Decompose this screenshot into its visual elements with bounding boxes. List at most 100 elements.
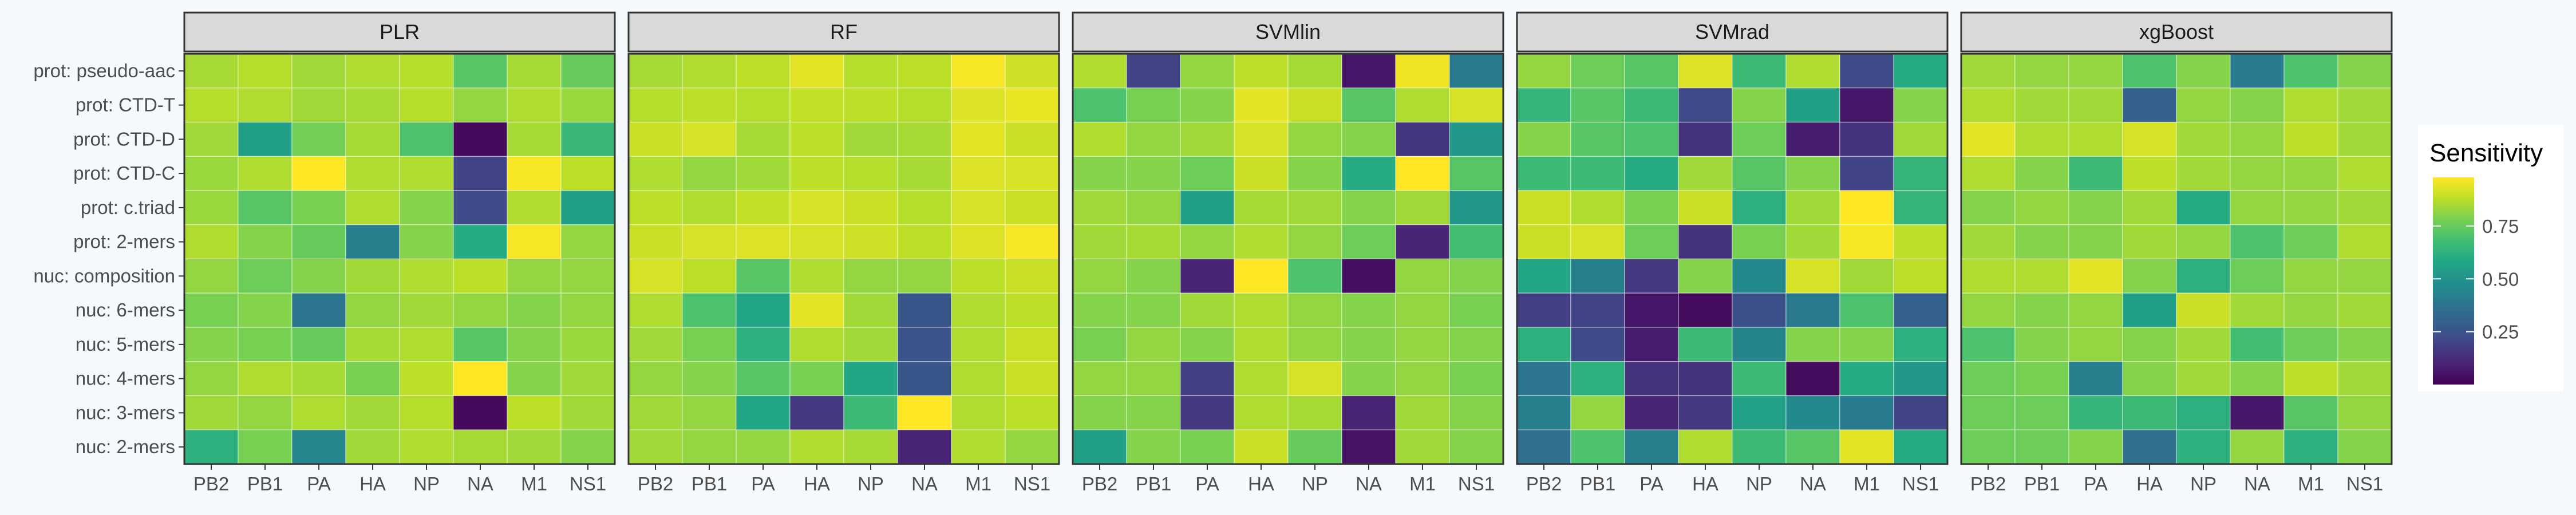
heatmap-cell-rf-r1-c3 <box>789 88 844 123</box>
heatmap-cell-plr-r8-c7 <box>560 327 615 362</box>
heatmap-cell-svmlin-r8-c2 <box>1180 327 1235 362</box>
x-tick-label: NP <box>1302 473 1328 494</box>
heatmap-cell-plr-r10-c4 <box>399 395 454 430</box>
heatmap-cell-xgboost-r0-c3 <box>2122 53 2177 89</box>
heatmap-cell-svmrad-r11-c0 <box>1516 429 1571 465</box>
heatmap-cell-svmrad-r0-c3 <box>1678 53 1733 89</box>
facet-label-plr: PLR <box>380 20 420 43</box>
heatmap-cell-rf-r4-c0 <box>628 190 683 225</box>
heatmap-cell-rf-r10-c0 <box>628 395 683 430</box>
heatmap-cell-rf-r6-c2 <box>736 258 791 294</box>
heatmap-cell-rf-r5-c6 <box>951 224 1006 260</box>
heatmap-cell-svmrad-r10-c6 <box>1839 395 1894 430</box>
heatmap-cell-xgboost-r10-c1 <box>2014 395 2069 430</box>
heatmap-cell-svmrad-r7-c0 <box>1516 292 1571 328</box>
facet-panel-border-svmlin <box>1072 53 1504 465</box>
heatmap-cell-rf-r0-c5 <box>897 53 952 89</box>
heatmap-cell-plr-r3-c1 <box>238 156 293 191</box>
heatmap-cell-svmlin-r2-c3 <box>1234 121 1289 157</box>
heatmap-cell-plr-r5-c7 <box>560 224 615 260</box>
heatmap-cell-xgboost-r8-c7 <box>2337 327 2392 362</box>
legend-title: Sensitivity <box>2429 139 2543 167</box>
heatmap-cell-rf-r0-c4 <box>843 53 898 89</box>
heatmap-cell-svmrad-r6-c7 <box>1893 258 1948 294</box>
heatmap-cell-xgboost-r7-c4 <box>2176 292 2231 328</box>
heatmap-cell-svmrad-r4-c0 <box>1516 190 1571 225</box>
heatmap-cell-xgboost-r8-c2 <box>2068 327 2123 362</box>
heatmap-cell-svmlin-r9-c1 <box>1126 361 1181 397</box>
heatmap-cell-rf-r2-c7 <box>1005 121 1060 157</box>
heatmap-cell-svmrad-r8-c0 <box>1516 327 1571 362</box>
heatmap-cell-svmlin-r6-c6 <box>1395 258 1450 294</box>
heatmap-cell-rf-r10-c6 <box>951 395 1006 430</box>
heatmap-cell-svmlin-r1-c2 <box>1180 88 1235 123</box>
x-tick-label: PB1 <box>247 473 283 494</box>
heatmap-cell-svmlin-r2-c5 <box>1341 121 1396 157</box>
heatmap-cell-xgboost-r5-c1 <box>2014 224 2069 260</box>
x-tick-label: NP <box>413 473 440 494</box>
heatmap-cell-xgboost-r7-c1 <box>2014 292 2069 328</box>
heatmap-cell-rf-r4-c1 <box>682 190 737 225</box>
x-tick-label: M1 <box>1409 473 1436 494</box>
heatmap-cell-rf-r10-c2 <box>736 395 791 430</box>
heatmap-cell-rf-r9-c3 <box>789 361 844 397</box>
heatmap-cell-svmrad-r2-c6 <box>1839 121 1894 157</box>
x-tick-label: PB1 <box>2024 473 2060 494</box>
x-tick-label: NS1 <box>570 473 606 494</box>
heatmap-cell-xgboost-r4-c7 <box>2337 190 2392 225</box>
heatmap-cell-svmlin-r3-c7 <box>1449 156 1504 191</box>
heatmap-cell-plr-r10-c3 <box>345 395 400 430</box>
legend-tick-label: 0.25 <box>2482 322 2519 343</box>
x-tick-label: NS1 <box>1014 473 1050 494</box>
heatmap-cell-xgboost-r0-c6 <box>2283 53 2338 89</box>
facet-label-xgboost: xgBoost <box>2139 20 2214 43</box>
heatmap-cell-svmlin-r3-c0 <box>1072 156 1127 191</box>
heatmap-cell-plr-r7-c5 <box>453 292 508 328</box>
heatmap-cell-plr-r5-c0 <box>184 224 239 260</box>
heatmap-cell-svmrad-r3-c1 <box>1570 156 1625 191</box>
y-tick-label: prot: pseudo-aac <box>33 60 175 81</box>
heatmap-cell-rf-r7-c1 <box>682 292 737 328</box>
heatmap-cell-rf-r9-c2 <box>736 361 791 397</box>
heatmap-cell-xgboost-r3-c2 <box>2068 156 2123 191</box>
heatmap-cell-svmlin-r10-c1 <box>1126 395 1181 430</box>
heatmap-cell-svmrad-r5-c7 <box>1893 224 1948 260</box>
facet-strip-xgboost <box>1960 11 2393 53</box>
heatmap-cell-rf-r2-c2 <box>736 121 791 157</box>
heatmap-cell-xgboost-r7-c2 <box>2068 292 2123 328</box>
heatmap-cell-svmlin-r2-c2 <box>1180 121 1235 157</box>
heatmap-cell-plr-r5-c1 <box>238 224 293 260</box>
heatmap-cell-svmlin-r3-c2 <box>1180 156 1235 191</box>
heatmap-cell-plr-r2-c4 <box>399 121 454 157</box>
heatmap-cell-plr-r8-c6 <box>507 327 562 362</box>
heatmap-cell-rf-r1-c1 <box>682 88 737 123</box>
heatmap-cell-svmlin-r0-c4 <box>1287 53 1342 89</box>
heatmap-cell-svmrad-r4-c3 <box>1678 190 1733 225</box>
heatmap-cell-plr-r1-c7 <box>560 88 615 123</box>
heatmap-cell-svmrad-r8-c7 <box>1893 327 1948 362</box>
heatmap-cell-plr-r7-c0 <box>184 292 239 328</box>
heatmap-cell-svmlin-r1-c6 <box>1395 88 1450 123</box>
heatmap-cell-xgboost-r4-c1 <box>2014 190 2069 225</box>
heatmap-cell-rf-r4-c3 <box>789 190 844 225</box>
heatmap-cell-svmrad-r7-c2 <box>1624 292 1679 328</box>
heatmap-cell-plr-r3-c0 <box>184 156 239 191</box>
heatmap-cell-rf-r6-c5 <box>897 258 952 294</box>
heatmap-cell-rf-r2-c1 <box>682 121 737 157</box>
facet-label-svmlin: SVMlin <box>1255 20 1321 43</box>
heatmap-cell-svmrad-r2-c2 <box>1624 121 1679 157</box>
heatmap-cell-svmrad-r1-c2 <box>1624 88 1679 123</box>
heatmap-cell-svmrad-r10-c0 <box>1516 395 1571 430</box>
heatmap-cell-plr-r0-c1 <box>238 53 293 89</box>
heatmap-cell-xgboost-r8-c0 <box>1961 327 2016 362</box>
heatmap-cell-plr-r9-c1 <box>238 361 293 397</box>
y-tick-label: nuc: 2-mers <box>76 436 175 457</box>
x-tick-label: NS1 <box>2346 473 2383 494</box>
heatmap-cell-svmlin-r8-c5 <box>1341 327 1396 362</box>
heatmap-cell-plr-r10-c2 <box>291 395 346 430</box>
heatmap-cell-plr-r3-c6 <box>507 156 562 191</box>
heatmap-cell-svmrad-r3-c5 <box>1785 156 1840 191</box>
heatmap-cell-plr-r0-c3 <box>345 53 400 89</box>
heatmap-cell-svmlin-r3-c3 <box>1234 156 1289 191</box>
x-tick-label: M1 <box>521 473 547 494</box>
